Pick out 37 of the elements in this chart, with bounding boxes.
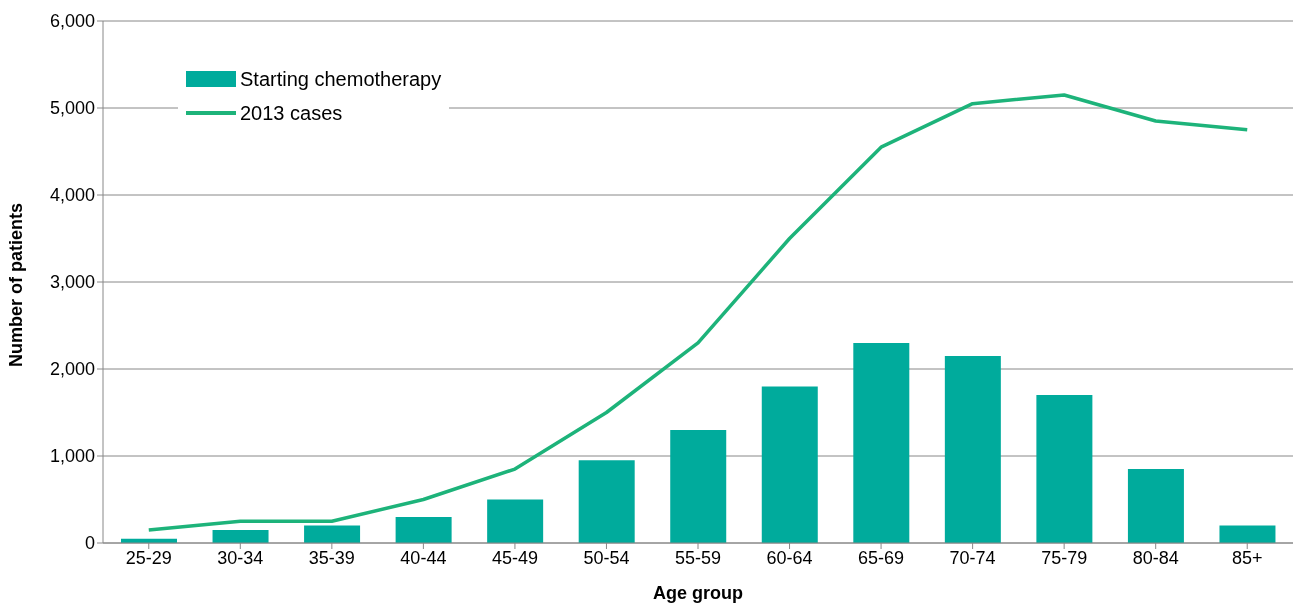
y-tick-label: 6,000 <box>49 11 95 32</box>
line-series <box>147 93 1249 532</box>
y-tick-label: 3,000 <box>49 272 95 293</box>
bar <box>395 516 452 543</box>
y-tick-label: 4,000 <box>49 185 95 206</box>
bar <box>853 342 910 543</box>
legend-label: Starting chemotherapy <box>240 67 442 92</box>
y-tick-label: 1,000 <box>49 446 95 467</box>
bar <box>1219 525 1276 543</box>
y-tick-label: 0 <box>84 533 95 554</box>
bar <box>761 386 818 543</box>
y-tick-label: 2,000 <box>49 359 95 380</box>
bar <box>1127 469 1184 543</box>
y-axis-title: Number of patients <box>6 202 27 367</box>
x-tick-label: 25-29 <box>125 547 172 568</box>
x-tick-label: 55-59 <box>674 547 722 568</box>
bar <box>304 525 361 543</box>
bar <box>944 355 1001 543</box>
x-tick-label: 85+ <box>1231 547 1263 568</box>
x-tick-label: 35-39 <box>308 547 355 568</box>
x-tick-label: 65-69 <box>858 547 905 568</box>
x-tick-label: 75-79 <box>1041 547 1088 568</box>
bar <box>1036 395 1093 543</box>
x-tick-label: 70-74 <box>949 547 996 568</box>
x-tick-label: 30-34 <box>217 547 264 568</box>
x-tick-label: 60-64 <box>766 547 813 568</box>
x-tick-label: 50-54 <box>583 547 630 568</box>
x-tick-label: 80-84 <box>1132 547 1179 568</box>
legend-label: 2013 cases <box>240 101 343 126</box>
x-tick-label: 45-49 <box>491 547 538 568</box>
bar <box>578 460 635 543</box>
y-tick-label: 5,000 <box>49 98 95 119</box>
x-axis-title: Age group <box>653 583 743 603</box>
bar <box>670 429 727 543</box>
x-tick-label: 40-44 <box>400 547 447 568</box>
bar <box>487 499 544 543</box>
bar <box>212 529 269 543</box>
